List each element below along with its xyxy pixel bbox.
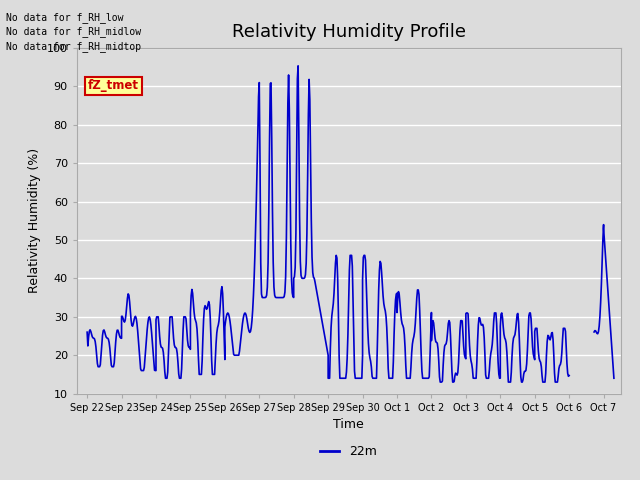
Text: No data for f_RH_low: No data for f_RH_low bbox=[6, 12, 124, 23]
Text: No data for f_RH_midtop: No data for f_RH_midtop bbox=[6, 41, 141, 52]
Y-axis label: Relativity Humidity (%): Relativity Humidity (%) bbox=[28, 148, 41, 293]
Text: fZ_tmet: fZ_tmet bbox=[88, 80, 139, 93]
Legend: 22m: 22m bbox=[316, 440, 382, 463]
Text: No data for f_RH_midlow: No data for f_RH_midlow bbox=[6, 26, 141, 37]
Title: Relativity Humidity Profile: Relativity Humidity Profile bbox=[232, 23, 466, 41]
X-axis label: Time: Time bbox=[333, 418, 364, 431]
